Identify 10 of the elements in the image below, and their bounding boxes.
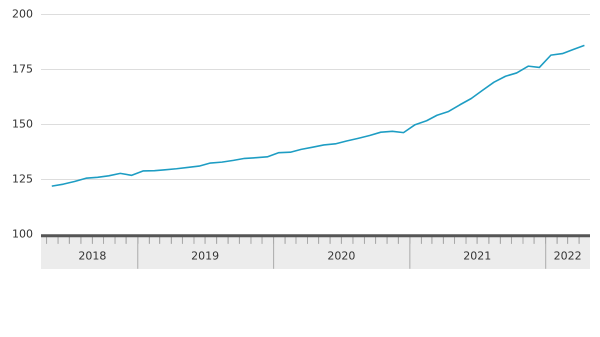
y-tick-label: 175: [12, 62, 33, 76]
x-tick-label: 2020: [327, 249, 356, 262]
y-tick-label: 125: [12, 172, 33, 186]
y-tick-label: 200: [12, 7, 33, 20]
x-tick-label: 2018: [78, 249, 106, 262]
x-tick-label: 2022: [554, 249, 582, 262]
x-tick-label: 2021: [463, 249, 492, 262]
y-tick-label: 150: [12, 118, 33, 131]
y-tick-label: 100: [12, 228, 33, 241]
x-tick-label: 2019: [191, 249, 220, 262]
